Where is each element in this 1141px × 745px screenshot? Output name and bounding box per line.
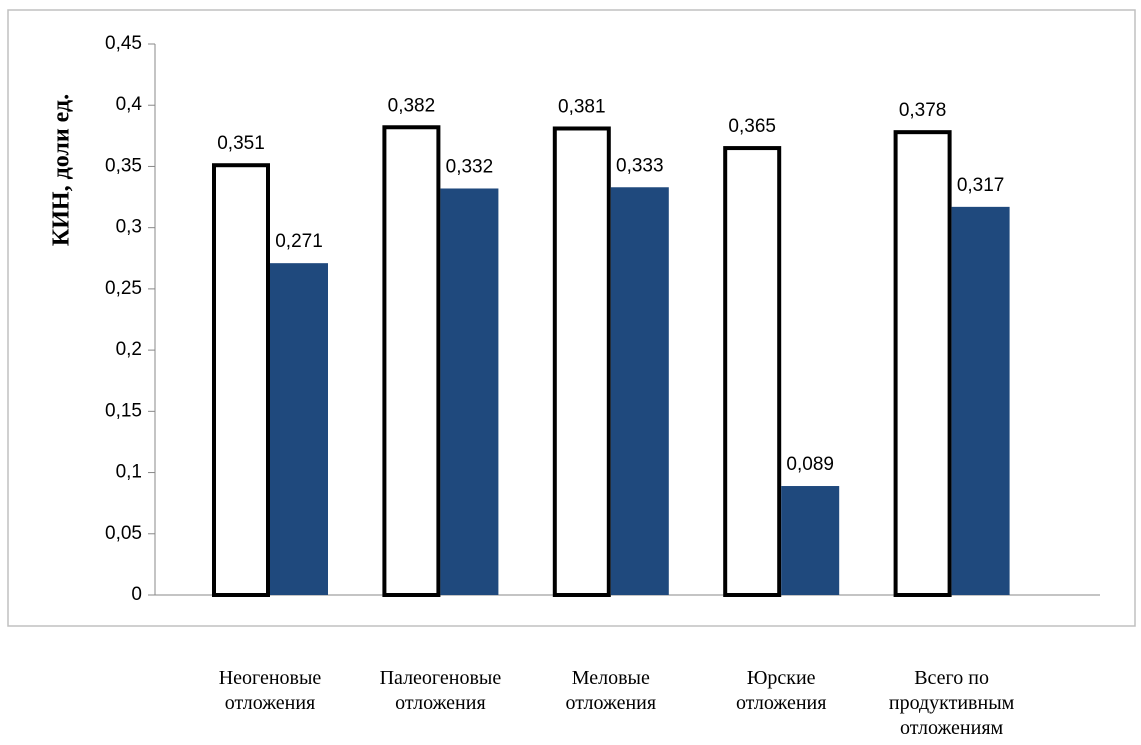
- data-label: 0,378: [899, 100, 947, 121]
- y-tick-label: 0,05: [105, 523, 142, 544]
- y-tick-label: 0,1: [116, 462, 142, 483]
- y-tick-label: 0,45: [105, 33, 142, 54]
- x-tick-label: Неогеновые: [219, 667, 322, 689]
- data-label: 0,317: [957, 175, 1005, 196]
- y-tick-label: 0,3: [116, 217, 142, 238]
- data-label: 0,365: [728, 116, 776, 137]
- y-tick-label: 0,4: [116, 94, 143, 115]
- x-tick-label: отложения: [566, 692, 657, 714]
- y-tick-label: 0,2: [116, 339, 142, 360]
- y-axis-label: КИН, доли ед.: [49, 94, 75, 246]
- x-tick-label: отложения: [736, 692, 827, 714]
- x-tick-label: отложения: [225, 692, 316, 714]
- x-tick-label: отложения: [395, 692, 486, 714]
- bar: [382, 125, 441, 597]
- bar: [270, 263, 328, 595]
- bar: [781, 486, 840, 595]
- bars: [212, 125, 1010, 597]
- bar: [951, 206, 1010, 595]
- data-label: 0,271: [275, 231, 323, 252]
- y-tick-label: 0,35: [105, 155, 142, 176]
- bar: [440, 188, 499, 596]
- data-label: 0,381: [558, 96, 606, 117]
- data-label: 0,382: [388, 95, 436, 116]
- data-label: 0,332: [446, 156, 494, 177]
- x-tick-label: Палеогеновые: [380, 667, 502, 689]
- bar: [610, 187, 669, 595]
- x-tick-label: Меловые: [572, 667, 650, 689]
- data-label: 0,089: [786, 454, 834, 475]
- bar: [723, 146, 782, 597]
- x-tick-label: отложениям: [900, 717, 1003, 739]
- y-tick-label: 0,15: [105, 400, 142, 421]
- category-labels: Неогеновые отложения Палеогеновые отложения…: [219, 667, 1015, 739]
- x-tick-label: Всего по: [914, 667, 989, 689]
- x-tick-label: продуктивным: [889, 692, 1015, 714]
- data-labels: 0,351 0,271 0,382 0,332 0,381 0,333 0,365 0,089…: [217, 95, 1004, 475]
- x-tick-label: Юрские: [747, 667, 816, 689]
- y-tick-label: 0: [131, 584, 142, 605]
- data-label: 0,351: [217, 133, 265, 154]
- bar: [893, 130, 952, 597]
- y-tick-label: 0,25: [105, 278, 142, 299]
- data-label: 0,333: [616, 155, 664, 176]
- bar: [552, 126, 611, 597]
- bar: [212, 163, 270, 597]
